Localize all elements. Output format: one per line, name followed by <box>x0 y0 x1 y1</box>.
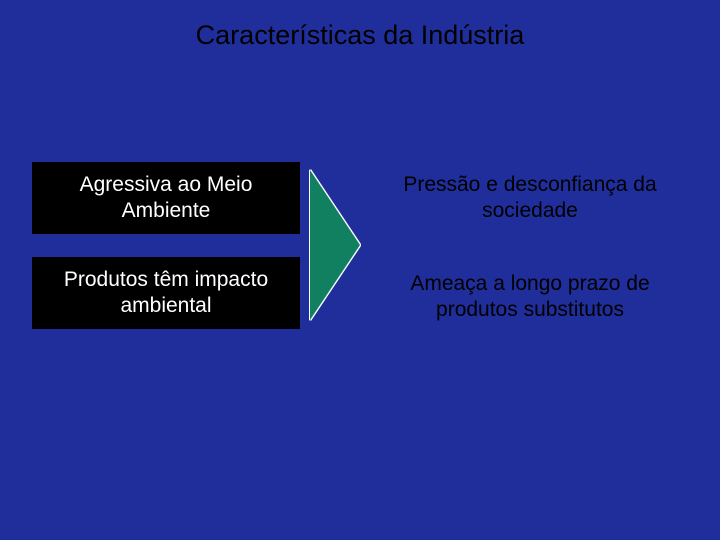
slide-title-text: Características da Indústria <box>196 20 525 50</box>
slide-title: Características da Indústria <box>0 20 720 51</box>
box-right-bottom: Ameaça a longo prazo de produtos substit… <box>390 257 670 337</box>
box-left-bottom-text: Produtos têm impacto ambiental <box>41 267 291 320</box>
box-right-bottom-text: Ameaça a longo prazo de produtos substit… <box>399 271 661 324</box>
box-right-top: Pressão e desconfiança da sociedade <box>390 162 670 234</box>
box-left-bottom: Produtos têm impacto ambiental <box>32 257 300 329</box>
arrow-right <box>310 170 360 320</box>
box-left-top: Agressiva ao Meio Ambiente <box>32 162 300 234</box>
box-left-top-text: Agressiva ao Meio Ambiente <box>41 172 291 225</box>
box-right-top-text: Pressão e desconfiança da sociedade <box>399 172 661 225</box>
